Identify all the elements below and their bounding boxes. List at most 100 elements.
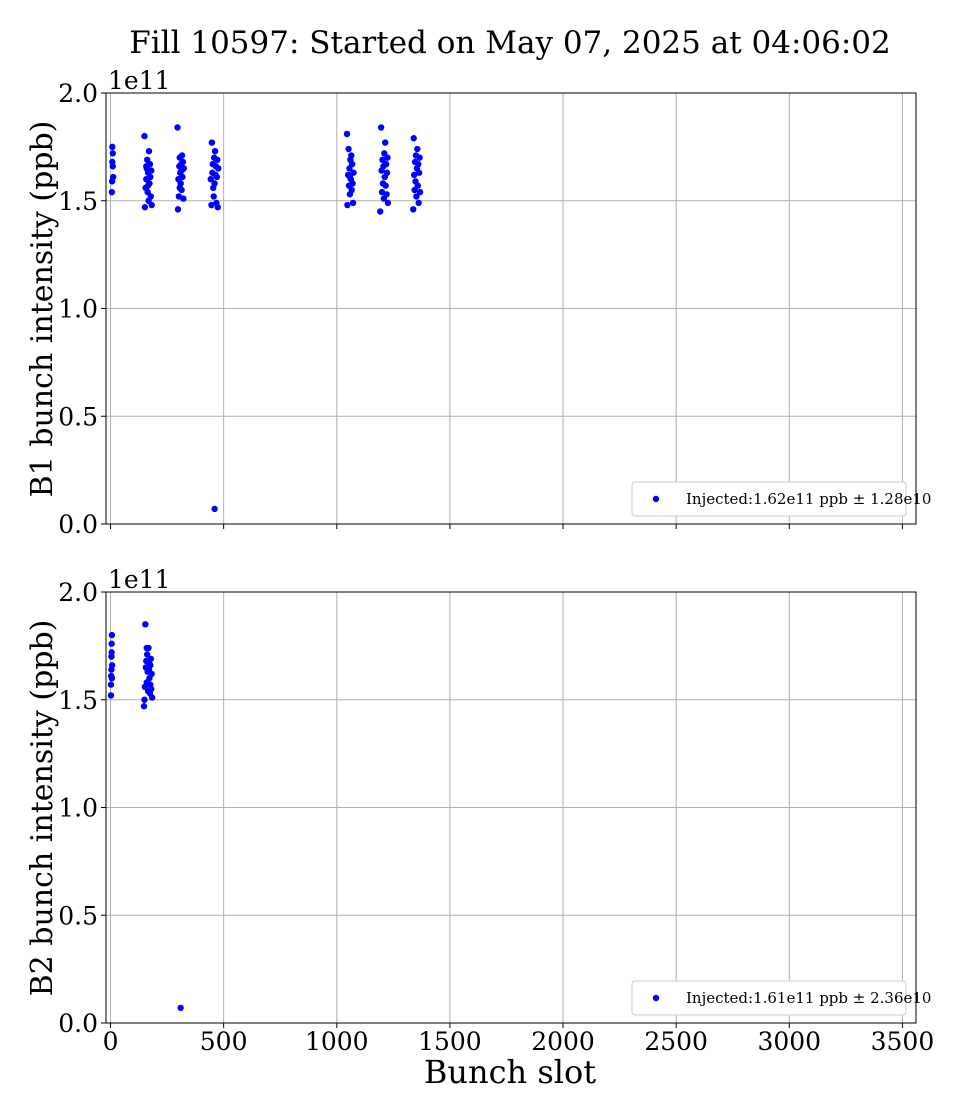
data-point-b2: [147, 681, 154, 688]
data-point-b2: [142, 621, 149, 628]
x-tick-label-b2: 3500: [871, 1027, 935, 1056]
data-point-b1: [415, 199, 422, 207]
data-point-b1: [383, 191, 390, 198]
y-exponent-label-b2: 1e11: [108, 565, 171, 594]
data-point-b2: [108, 653, 115, 660]
data-point-b1: [180, 195, 187, 202]
data-point-b1: [213, 173, 221, 181]
y-exponent-label-b1: 1e11: [108, 66, 171, 95]
data-point-b1: [211, 147, 219, 155]
data-point-b1: [348, 152, 355, 159]
data-point-b1: [143, 163, 150, 170]
data-point-b1: [148, 167, 155, 174]
panel-b1: 1e11 B1 bunch intensity (ppb) 0.0 0.5 1.0 1…: [25, 66, 931, 539]
data-point-b2: [143, 651, 151, 658]
data-point-b1: [109, 150, 116, 157]
legend-b2: [631, 980, 907, 1016]
data-point-b1: [147, 193, 154, 200]
data-point-b1: [382, 139, 389, 146]
x-tick-label-b2: 1000: [305, 1027, 369, 1056]
data-point-b1: [350, 169, 357, 176]
x-tick-label-b2: 2000: [531, 1027, 595, 1056]
y-tick-label-b2: 2.0: [58, 578, 98, 607]
y-tick-label-b2: 0.5: [58, 901, 98, 930]
legend-label-b1: Injected:1.62e11 ppb ± 1.28e10: [686, 490, 931, 508]
data-point-b1: [382, 182, 389, 189]
data-point-b2: [108, 640, 115, 647]
data-point-b1: [108, 188, 116, 196]
x-axis-label: Bunch slot: [424, 1053, 596, 1091]
x-tick-label-b2: 0: [103, 1027, 119, 1056]
data-point-b1: [179, 173, 186, 181]
data-point-b1: [348, 160, 356, 168]
data-point-b2: [147, 655, 154, 663]
y-tick-label-b1: 0.5: [58, 402, 98, 431]
data-point-b1: [176, 184, 183, 192]
legend-b1: [631, 481, 907, 517]
data-point-b1: [148, 201, 155, 209]
data-point-b2: [141, 696, 148, 703]
data-point-b2: [107, 681, 115, 688]
data-point-b1: [348, 186, 355, 194]
data-point-b1: [349, 180, 356, 187]
data-point-b1: [413, 193, 420, 200]
data-point-b2: [108, 675, 116, 682]
y-tick-label-b2: 0.0: [58, 1009, 98, 1038]
data-point-b1: [414, 145, 421, 153]
data-point-b2: [107, 692, 115, 699]
data-point-b1: [384, 154, 391, 161]
panel-b2: 1e11 B2 bunch intensity (ppb) 0 500 1000 15…: [25, 565, 934, 1056]
y-axis-label-b1: B1 bunch intensity (ppb): [25, 121, 60, 498]
data-point-b1: [345, 145, 352, 153]
data-point-b1: [174, 206, 182, 213]
data-point-b1: [410, 171, 418, 179]
data-point-b1: [415, 169, 423, 176]
data-point-b1: [410, 206, 417, 213]
data-point-b1: [179, 158, 187, 166]
data-point-b1: [410, 135, 417, 142]
y-tick-label-b1: 0.0: [58, 510, 98, 539]
legend-marker-b2: [652, 994, 660, 1002]
data-point-b2: [108, 631, 116, 639]
data-point-b1: [414, 182, 421, 189]
data-point-b1: [343, 130, 351, 138]
data-point-b2: [143, 644, 150, 652]
data-point-b2: [145, 666, 153, 673]
data-point-b1: [379, 156, 386, 164]
data-point-b2: [140, 703, 148, 710]
data-point-b1: [147, 173, 154, 181]
data-point-b1: [211, 180, 218, 187]
data-point-b1: [109, 163, 116, 170]
data-point-b1: [382, 160, 390, 168]
data-point-b1: [211, 505, 218, 513]
y-tick-label-b2: 1.5: [58, 686, 98, 715]
data-point-b1: [377, 208, 384, 215]
data-point-b1: [377, 124, 385, 131]
data-point-b1: [416, 188, 424, 196]
data-point-b1: [109, 143, 116, 151]
data-point-b2: [177, 1004, 184, 1012]
data-point-b1: [349, 199, 357, 207]
y-tick-label-b1: 1.5: [58, 187, 98, 216]
legend-label-b2: Injected:1.61e11 ppb ± 2.36e10: [686, 989, 931, 1007]
data-point-b1: [346, 173, 354, 181]
y-tick-label-b1: 2.0: [58, 79, 98, 108]
data-point-b2: [108, 662, 116, 669]
data-point-b1: [214, 156, 221, 164]
data-point-b1: [210, 193, 217, 200]
data-point-b1: [344, 201, 351, 209]
data-point-b1: [208, 201, 215, 209]
y-tick-label-b1: 1.0: [58, 295, 98, 324]
x-tick-label-b2: 3000: [757, 1027, 821, 1056]
data-point-b1: [145, 147, 153, 155]
data-point-b1: [207, 176, 214, 183]
data-point-b1: [383, 169, 391, 176]
data-point-b1: [384, 199, 392, 207]
data-point-b1: [208, 139, 216, 146]
data-point-b1: [144, 182, 152, 189]
x-tick-label-b2: 500: [200, 1027, 248, 1056]
data-point-b1: [416, 154, 423, 161]
data-point-b2: [148, 694, 156, 701]
y-tick-label-b2: 1.0: [58, 794, 98, 823]
